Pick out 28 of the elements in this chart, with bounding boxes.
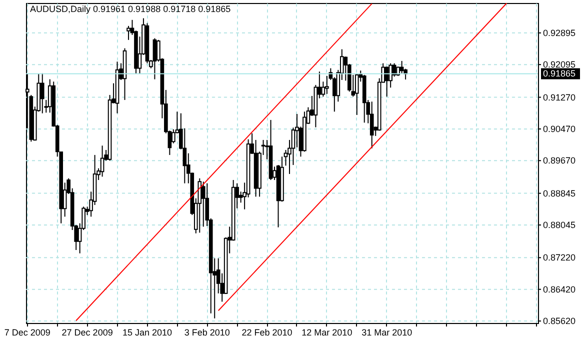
candlestick (152, 38, 157, 80)
y-tick-label: 0.90470 (543, 124, 576, 134)
y-tick-label: 0.92895 (543, 28, 576, 38)
x-tick-label: 12 Mar 2010 (302, 328, 352, 338)
candlestick (370, 101, 374, 149)
x-tick-label: 7 Dec 2009 (4, 328, 50, 338)
candlestick (126, 25, 130, 40)
candlestick (325, 75, 329, 94)
x-tick-label: 15 Jan 2010 (122, 328, 172, 338)
candlestick (354, 73, 359, 116)
candlestick (100, 145, 104, 178)
x-tick-label: 31 Mar 2010 (362, 328, 412, 338)
y-tick-label: 0.91270 (543, 92, 576, 102)
y-tick-label: 0.88045 (543, 220, 576, 230)
ref-line-label: 0.91865 (543, 68, 576, 79)
y-tick-label: 0.87220 (543, 252, 576, 263)
candlestick (201, 181, 206, 228)
candlestick (198, 178, 202, 234)
y-tick-label: 0.85620 (543, 316, 576, 326)
x-tick-label: 27 Dec 2009 (62, 328, 113, 338)
y-tick-label: 0.86420 (543, 284, 576, 294)
x-tick-label: 3 Feb 2010 (184, 328, 230, 338)
candlestick (40, 72, 44, 114)
x-tick-label: 22 Feb 2010 (242, 328, 292, 338)
y-tick-label: 0.89670 (543, 156, 576, 166)
chart-title: AUDUSD,Daily 0.91961 0.91988 0.91718 0.91865 (30, 4, 231, 14)
y-tick-label: 0.92095 (543, 60, 576, 70)
y-tick-label: 0.88845 (543, 188, 576, 198)
